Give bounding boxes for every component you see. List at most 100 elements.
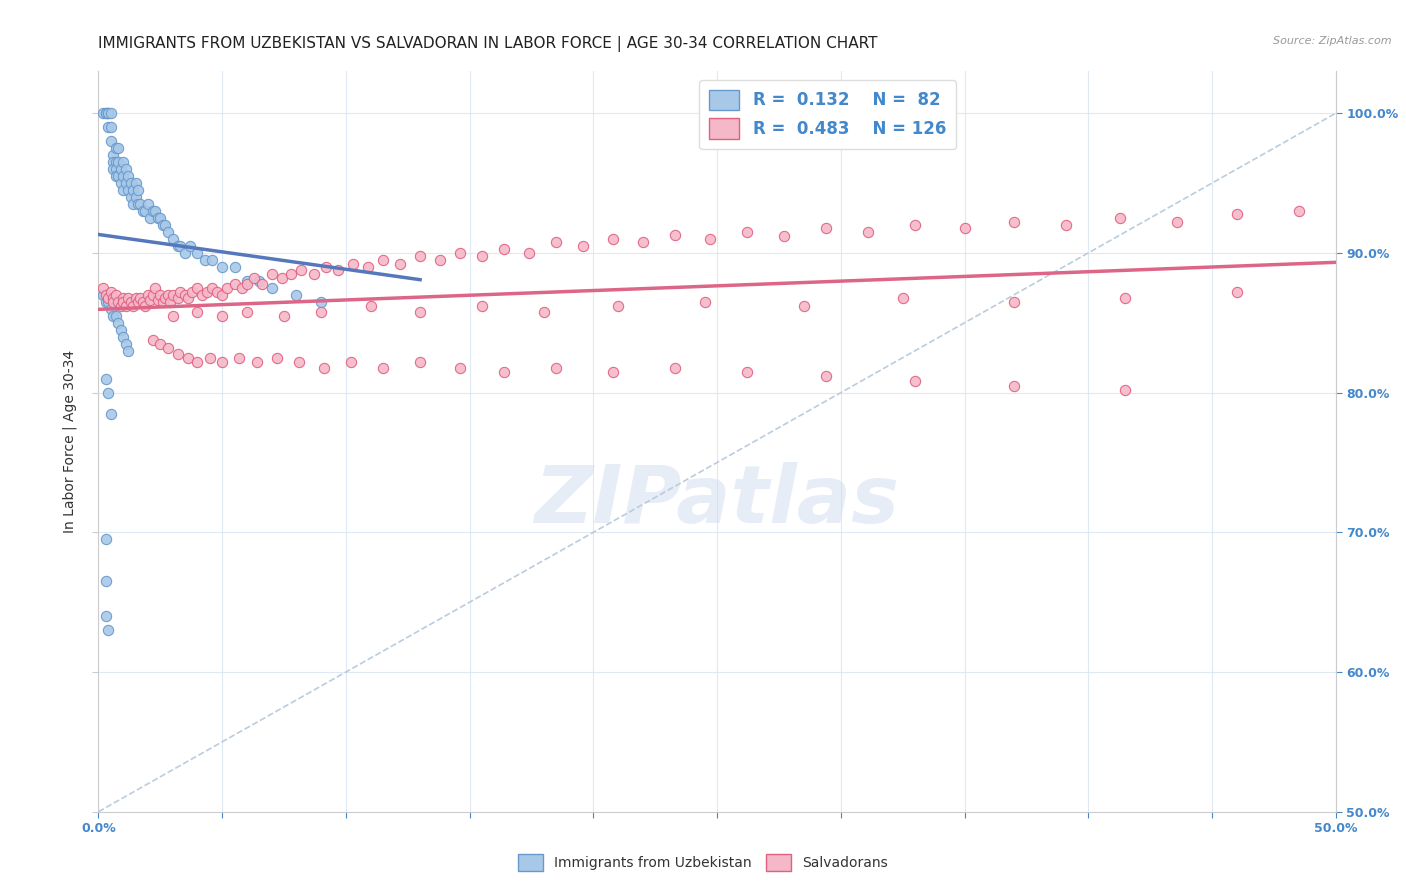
Point <box>309 294 332 309</box>
Point <box>664 360 686 375</box>
Point <box>122 299 145 313</box>
Point <box>904 375 927 389</box>
Point <box>236 304 259 318</box>
Point <box>260 281 283 295</box>
Point <box>174 288 197 302</box>
Point <box>107 169 129 183</box>
Point <box>94 294 117 309</box>
Point <box>112 291 135 305</box>
Point <box>97 385 120 400</box>
Point <box>236 277 259 291</box>
Point <box>243 271 266 285</box>
Point <box>572 239 595 253</box>
Point <box>266 351 288 365</box>
Point <box>107 141 129 155</box>
Point <box>312 360 335 375</box>
Point <box>97 291 120 305</box>
Legend: Immigrants from Uzbekistan, Salvadorans: Immigrants from Uzbekistan, Salvadorans <box>513 848 893 876</box>
Point <box>449 246 471 260</box>
Point <box>142 204 165 219</box>
Point <box>162 232 184 246</box>
Point <box>104 309 127 323</box>
Point <box>100 120 122 135</box>
Point <box>201 252 224 267</box>
Point <box>103 309 125 323</box>
Point <box>186 246 208 260</box>
Point <box>273 309 295 323</box>
Point <box>146 211 169 225</box>
Point <box>156 341 179 355</box>
Point <box>191 288 214 302</box>
Point <box>1288 204 1310 219</box>
Point <box>270 271 292 285</box>
Point <box>224 277 246 291</box>
Point <box>224 260 246 274</box>
Point <box>94 372 117 386</box>
Point <box>494 365 516 379</box>
Point <box>97 120 120 135</box>
Point <box>104 169 127 183</box>
Point <box>904 218 927 232</box>
Point <box>162 309 184 323</box>
Point <box>112 169 135 183</box>
Point <box>100 106 122 120</box>
Point <box>97 294 120 309</box>
Point <box>143 204 166 219</box>
Point <box>129 291 152 305</box>
Point <box>94 533 117 547</box>
Point <box>309 304 332 318</box>
Point <box>94 574 117 589</box>
Point <box>120 190 142 204</box>
Point <box>174 246 197 260</box>
Point <box>814 220 837 235</box>
Point <box>155 218 177 232</box>
Point <box>103 155 125 169</box>
Point <box>97 106 120 120</box>
Point <box>132 204 155 219</box>
Point <box>409 304 432 318</box>
Point <box>112 294 135 309</box>
Point <box>169 285 191 299</box>
Point <box>1226 207 1249 221</box>
Point <box>1002 215 1025 229</box>
Point <box>1114 383 1136 397</box>
Point <box>112 183 135 197</box>
Point <box>127 183 149 197</box>
Point <box>280 267 302 281</box>
Point <box>340 355 363 369</box>
Point <box>117 343 139 358</box>
Point <box>149 211 172 225</box>
Point <box>155 291 177 305</box>
Text: Source: ZipAtlas.com: Source: ZipAtlas.com <box>1274 36 1392 45</box>
Point <box>103 148 125 162</box>
Point <box>211 288 233 302</box>
Point <box>149 288 172 302</box>
Point <box>117 183 139 197</box>
Point <box>93 288 115 302</box>
Point <box>693 294 716 309</box>
Point <box>134 299 156 313</box>
Point <box>1002 294 1025 309</box>
Point <box>217 281 239 295</box>
Point <box>107 155 129 169</box>
Point <box>546 235 568 249</box>
Text: IMMIGRANTS FROM UZBEKISTAN VS SALVADORAN IN LABOR FORCE | AGE 30-34 CORRELATION : IMMIGRANTS FROM UZBEKISTAN VS SALVADORAN… <box>98 36 877 52</box>
Point <box>97 106 120 120</box>
Point <box>166 239 188 253</box>
Point <box>315 260 337 274</box>
Point <box>107 294 129 309</box>
Point <box>110 323 132 337</box>
Point <box>186 304 208 318</box>
Point <box>117 291 139 305</box>
Point <box>735 365 758 379</box>
Point <box>773 229 796 244</box>
Text: ZIPatlas: ZIPatlas <box>534 462 900 540</box>
Point <box>1109 211 1132 225</box>
Point <box>142 288 165 302</box>
Point <box>211 309 233 323</box>
Point <box>110 299 132 313</box>
Point <box>953 220 976 235</box>
Point <box>94 288 117 302</box>
Point <box>302 267 325 281</box>
Point <box>152 218 174 232</box>
